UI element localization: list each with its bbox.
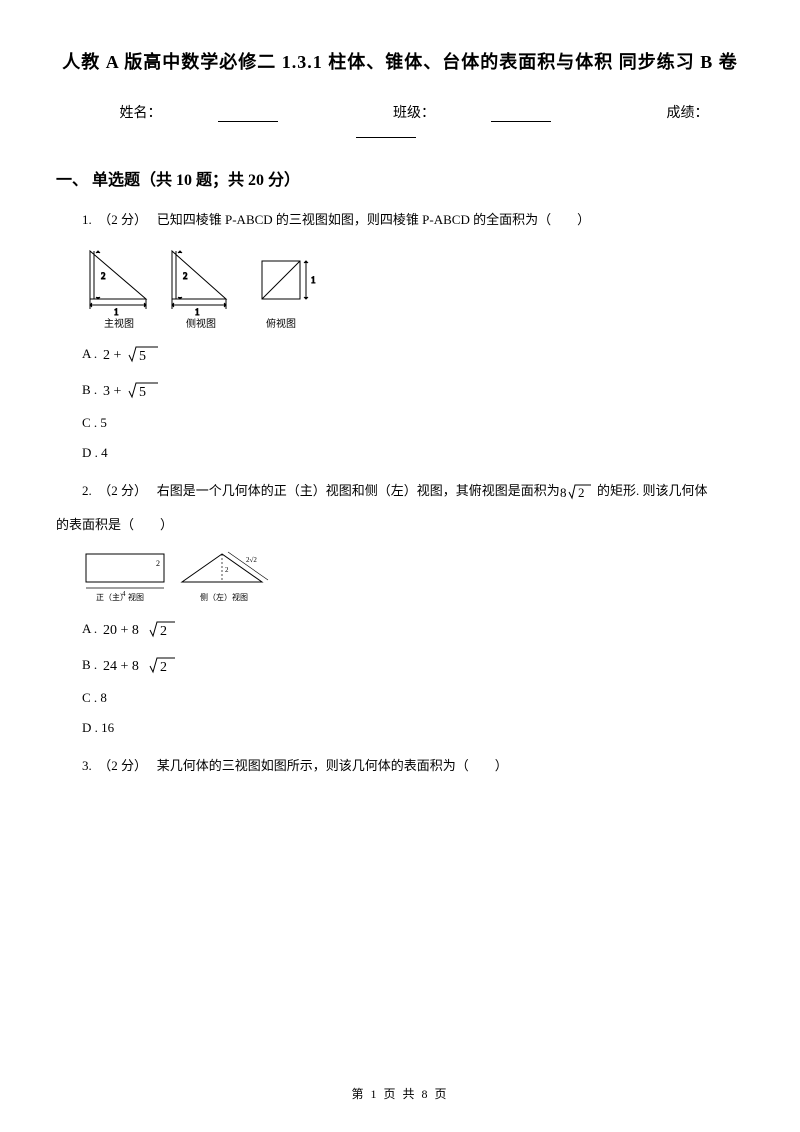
- svg-text:1: 1: [195, 307, 200, 317]
- page-title: 人教 A 版高中数学必修二 1.3.1 柱体、锥体、台体的表面积与体积 同步练习…: [56, 48, 744, 74]
- q2-a-math: 20 + 8 2: [103, 618, 179, 640]
- svg-text:2: 2: [156, 559, 160, 568]
- svg-text:5: 5: [139, 385, 146, 400]
- svg-text:8: 8: [560, 485, 567, 500]
- q2-a-prefix: A .: [82, 621, 97, 637]
- q1-option-b: B . 3 + 5: [82, 379, 744, 401]
- svg-text:2: 2: [160, 660, 167, 675]
- name-field: 姓名：: [92, 106, 306, 121]
- svg-text:2: 2: [225, 566, 229, 574]
- q2-label-front: 正（主）视图: [96, 592, 144, 602]
- svg-text:2: 2: [101, 271, 106, 281]
- svg-text:2√2: 2√2: [246, 556, 257, 564]
- class-label: 班级：: [393, 106, 435, 121]
- svg-text:2: 2: [578, 485, 585, 500]
- name-blank: [218, 108, 278, 122]
- svg-text:2: 2: [183, 271, 188, 281]
- svg-text:5: 5: [139, 349, 146, 364]
- q2-text: 2. （2 分） 右图是一个几何体的正（主）视图和侧（左）视图，其俯视图是面积为…: [56, 479, 744, 504]
- q1-a-math: 2 + 5: [103, 343, 161, 365]
- q2-b-prefix: B .: [82, 657, 97, 673]
- q3-text: 3. （2 分） 某几何体的三视图如图所示，则该几何体的表面积为（ ）: [56, 754, 744, 779]
- q1-b-prefix: B .: [82, 382, 97, 398]
- q1-option-c: C . 5: [82, 415, 744, 431]
- class-blank: [491, 108, 551, 122]
- score-blank: [356, 124, 416, 138]
- q1-a-prefix: A .: [82, 346, 97, 362]
- q1-option-a: A . 2 + 5: [82, 343, 744, 365]
- q2-text-a: 2. （2 分） 右图是一个几何体的正（主）视图和侧（左）视图，其俯视图是面积为: [82, 483, 560, 498]
- q2-option-a: A . 20 + 8 2: [82, 618, 744, 640]
- svg-text:24 + 8: 24 + 8: [103, 659, 139, 674]
- q2-option-b: B . 24 + 8 2: [82, 654, 744, 676]
- class-field: 班级：: [365, 106, 579, 121]
- svg-text:1: 1: [114, 307, 119, 317]
- svg-text:3 +: 3 +: [103, 384, 122, 399]
- svg-text:2 +: 2 +: [103, 348, 122, 363]
- q1-label-side: 侧视图: [186, 317, 216, 329]
- q2-label-side: 侧（左）视图: [200, 592, 248, 602]
- q2-b-math: 24 + 8 2: [103, 654, 179, 676]
- q1-text: 1. （2 分） 已知四棱锥 P-ABCD 的三视图如图，则四棱锥 P-ABCD…: [56, 208, 744, 233]
- section-heading: 一、 单选题（共 10 题；共 20 分）: [56, 166, 744, 190]
- q1-b-math: 3 + 5: [103, 379, 161, 401]
- q2-option-c: C . 8: [82, 690, 744, 706]
- q1-label-top: 俯视图: [266, 317, 296, 329]
- q2-option-d: D . 16: [82, 720, 744, 736]
- q1-label-front: 主视图: [104, 317, 134, 329]
- q2-diagram: 2 4 正（主）视图 2 2√2 侧（左）视图: [82, 548, 744, 604]
- svg-text:2: 2: [160, 624, 167, 639]
- svg-text:20 + 8: 20 + 8: [103, 623, 139, 638]
- q2-inline-math: 82: [560, 483, 594, 498]
- student-info-row: 姓名： 班级： 成绩：: [56, 102, 744, 138]
- page-footer: 第 1 页 共 8 页: [0, 1085, 800, 1102]
- score-label: 成绩：: [667, 106, 709, 121]
- q2-text-continue: 的表面积是（ ）: [56, 513, 744, 538]
- q1-diagram: 2 1 主视图 2 1 侧视图: [82, 243, 744, 329]
- q1-option-d: D . 4: [82, 445, 744, 461]
- svg-text:1: 1: [311, 275, 316, 285]
- q2-text-b: 的矩形. 则该几何体: [594, 483, 708, 498]
- name-label: 姓名：: [120, 106, 162, 121]
